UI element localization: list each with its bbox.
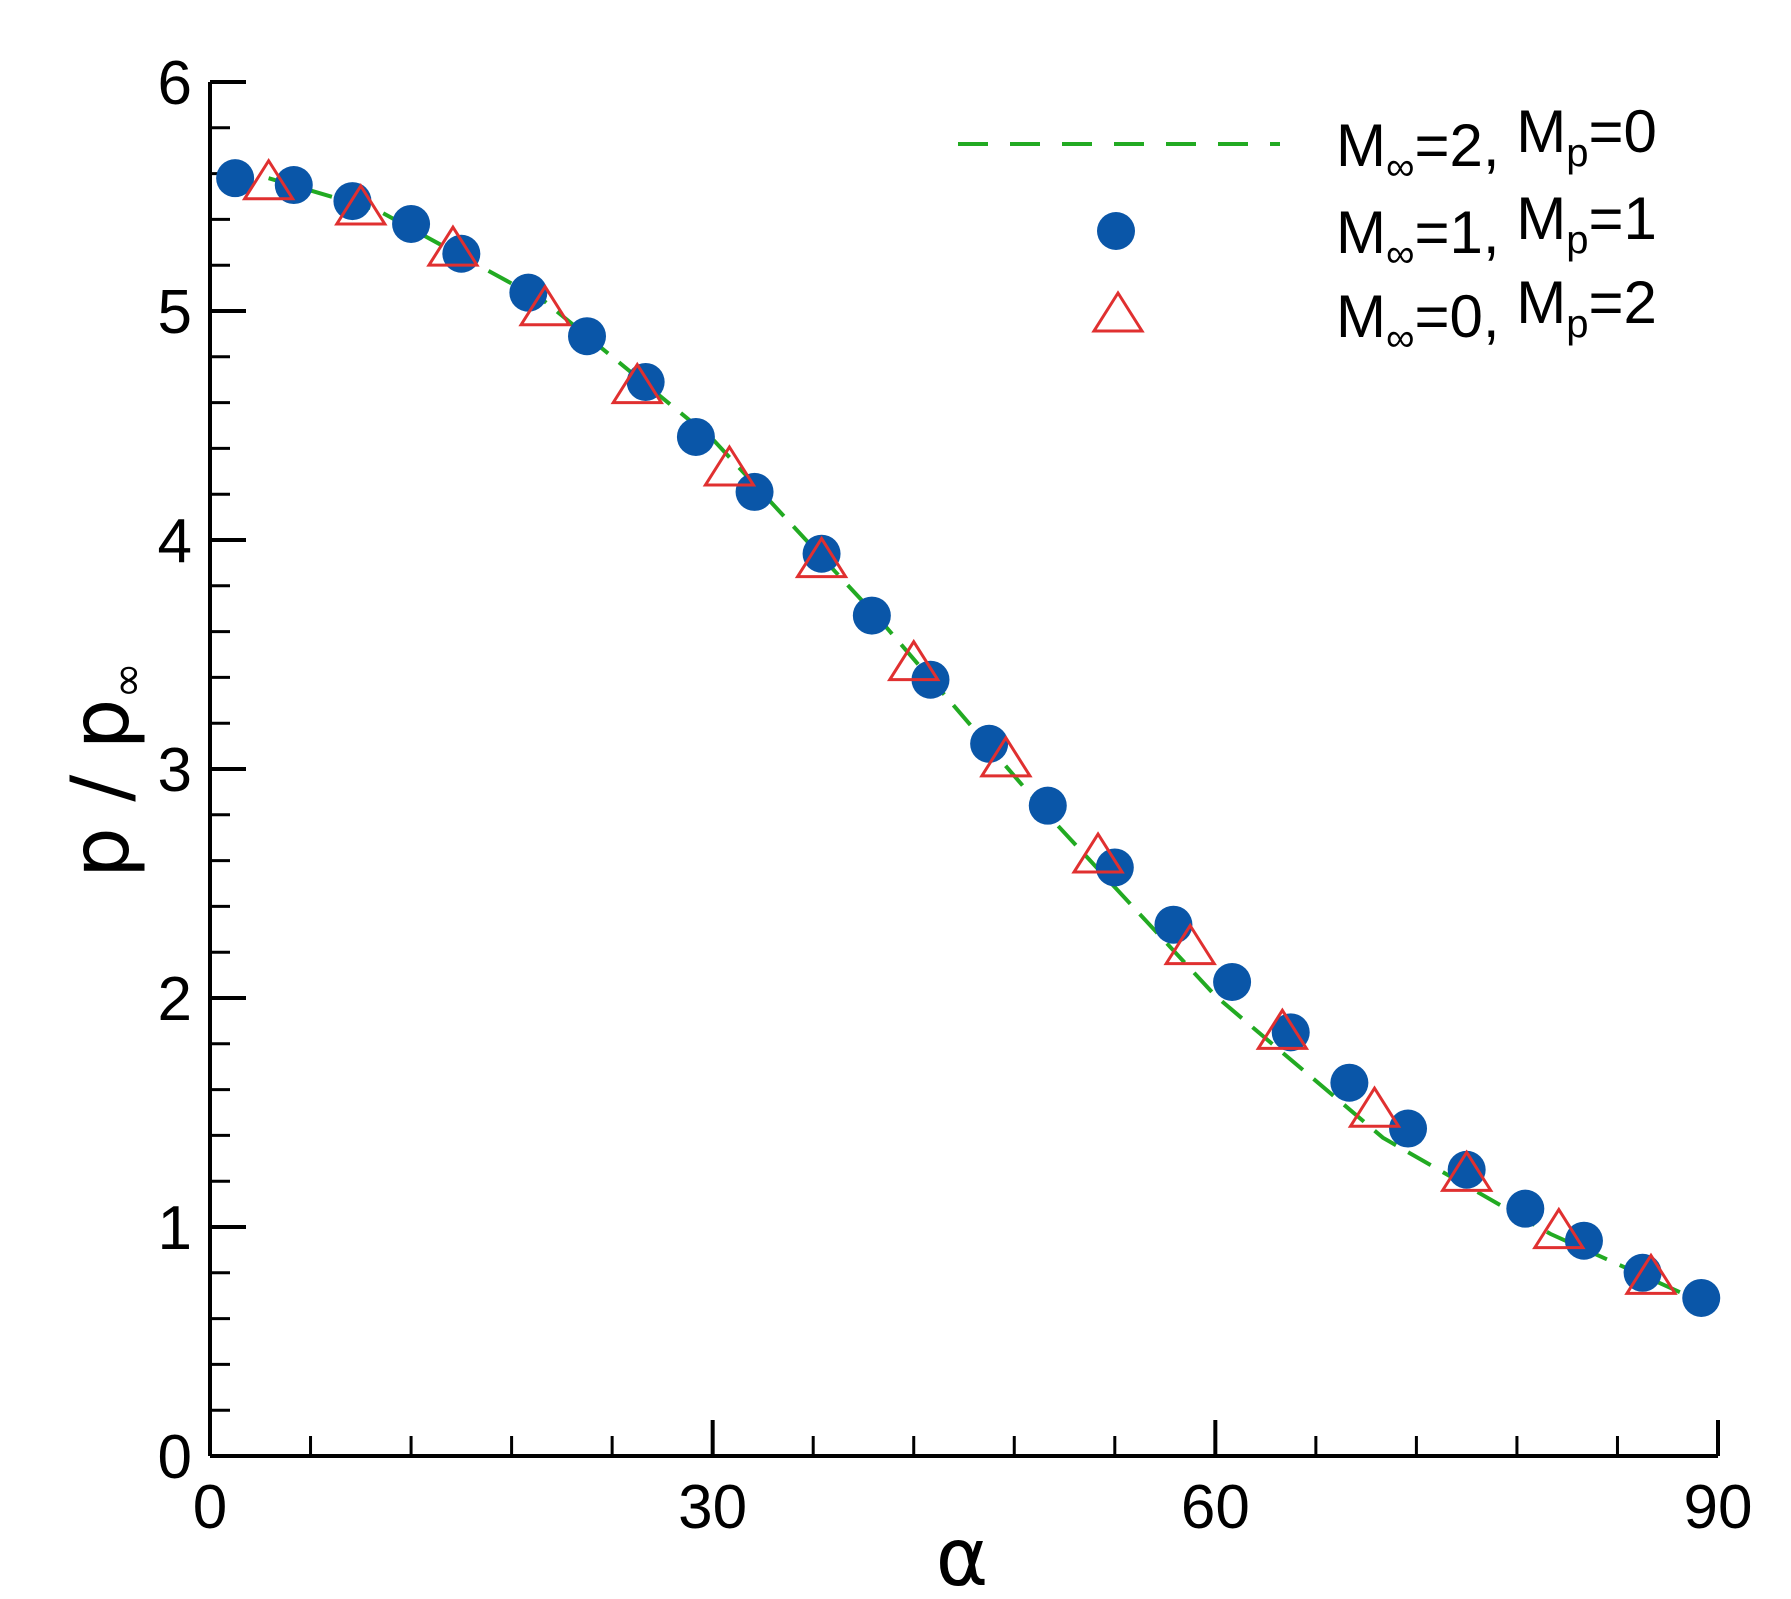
data-point-circle (568, 317, 606, 356)
data-point-triangle (1624, 1252, 1678, 1295)
legend-label-part: =0, (1415, 283, 1517, 350)
data-point-circle (802, 534, 841, 573)
data-point-circle (1447, 1150, 1486, 1189)
y-tick-label: 4 (158, 507, 192, 576)
x-tick-label: 90 (1684, 1473, 1753, 1542)
data-point-triangle (794, 535, 849, 579)
y-axis-label-main: p / p (54, 699, 147, 878)
legend-label-subscript: p (1566, 131, 1588, 175)
y-tick-label: 0 (158, 1423, 192, 1492)
y-tick-label: 5 (158, 278, 192, 347)
data-point-circle (1028, 786, 1067, 825)
legend-item-1: M∞=2, Mp=0 (958, 98, 1657, 189)
data-point-triangle (979, 735, 1033, 778)
x-tick-label: 0 (193, 1473, 227, 1542)
legend-label-part: M (1516, 98, 1566, 165)
legend-item-2: M∞=1, Mp=1 (1097, 185, 1657, 276)
legend-triangle-swatch (1091, 290, 1145, 333)
y-tick-label: 2 (158, 965, 192, 1034)
data-point-circle (216, 159, 255, 198)
data-point-circle (1682, 1278, 1721, 1317)
data-point-triangle (1163, 922, 1217, 966)
data-point-circle (1506, 1189, 1545, 1228)
data-point-triangle (334, 183, 388, 226)
legend-label-part: =1 (1588, 185, 1656, 252)
data-point-triangle (241, 157, 296, 201)
legend-circle-swatch (1097, 212, 1135, 250)
data-point-circle (1213, 962, 1252, 1001)
data-point-circle (1389, 1109, 1428, 1148)
legend-label-part: =2 (1588, 269, 1656, 336)
y-tick-label: 6 (158, 49, 192, 118)
x-axis-label: α (936, 1511, 989, 1599)
legend-label-part: =1, (1415, 199, 1517, 266)
data-point-triangle (702, 444, 757, 487)
legend-label-part: M (1336, 283, 1386, 350)
series-3 (241, 157, 1678, 1295)
legend-label-part: M (1516, 185, 1566, 252)
y-axis-label: p / p∞ (54, 662, 153, 878)
legend-label-subscript: ∞ (1386, 316, 1415, 360)
legend-label-part: =2, (1415, 112, 1517, 179)
data-point-circle (509, 273, 548, 312)
legend-item-3: M∞=0, Mp=2 (1091, 269, 1657, 360)
data-point-circle (1623, 1253, 1662, 1292)
data-point-circle (1271, 1013, 1310, 1052)
data-point-triangle (610, 361, 664, 405)
data-point-circle (1095, 848, 1134, 887)
data-point-triangle (1532, 1206, 1586, 1250)
y-tick-label: 1 (158, 1194, 192, 1263)
series-layer (216, 157, 1721, 1317)
legend-label-subscript: ∞ (1386, 232, 1415, 276)
data-point-circle (1564, 1221, 1603, 1260)
legend-label-subscript: p (1566, 302, 1588, 346)
legend-label-subscript: p (1566, 218, 1588, 262)
data-point-triangle (426, 224, 480, 267)
legend: M∞=2, Mp=0M∞=1, Mp=1M∞=0, Mp=2 (958, 98, 1657, 360)
data-point-circle (274, 166, 313, 205)
data-point-circle (1154, 905, 1193, 944)
data-point-circle (626, 362, 665, 401)
data-point-circle (735, 472, 774, 511)
data-point-triangle (887, 638, 941, 682)
data-point-triangle (1439, 1149, 1494, 1192)
legend-label: M∞=2, Mp=0 (1336, 98, 1657, 189)
data-point-circle (970, 724, 1009, 763)
data-point-circle (1330, 1063, 1369, 1102)
y-tick-label: 3 (158, 736, 192, 805)
data-point-circle (392, 204, 431, 243)
svg-text:p / p∞: p / p∞ (54, 662, 153, 878)
legend-label: M∞=0, Mp=2 (1336, 269, 1657, 360)
x-tick-label: 30 (678, 1473, 747, 1542)
data-point-circle (442, 234, 481, 273)
series-2 (216, 159, 1721, 1317)
data-point-triangle (1347, 1085, 1402, 1128)
legend-label-part: M (1336, 199, 1386, 266)
legend-label-part: M (1516, 269, 1566, 336)
legend-label: M∞=1, Mp=1 (1336, 185, 1657, 276)
data-point-triangle (1255, 1007, 1310, 1050)
data-point-triangle (1071, 831, 1125, 874)
y-axis-label-sub: ∞ (102, 662, 153, 699)
x-tick-label: 60 (1181, 1473, 1250, 1542)
data-point-circle (852, 596, 891, 635)
data-point-circle (676, 417, 715, 456)
legend-label-part: =0 (1588, 98, 1656, 165)
data-point-triangle (518, 283, 572, 327)
legend-label-subscript: ∞ (1386, 145, 1415, 189)
legend-label-part: M (1336, 112, 1386, 179)
